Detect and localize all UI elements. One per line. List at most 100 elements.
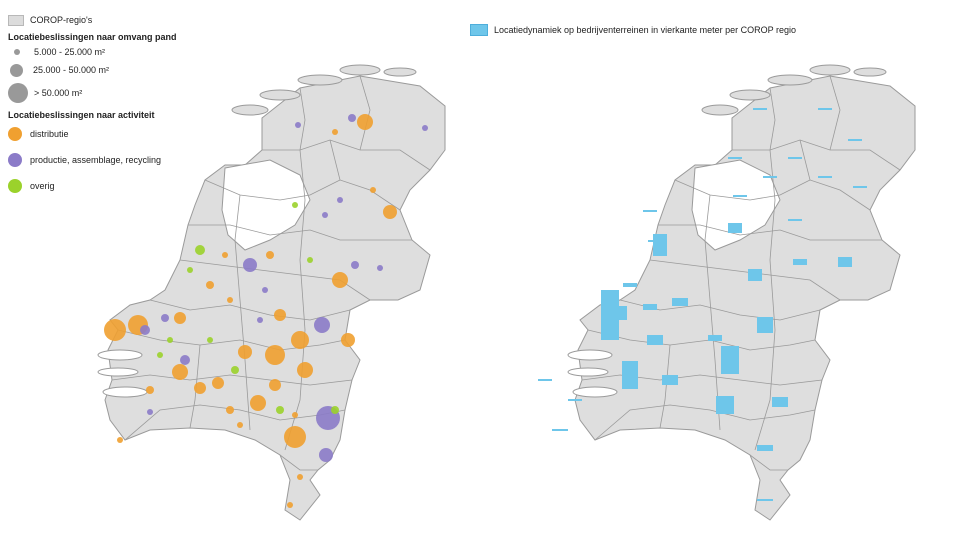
left-ijsselmeer <box>221 159 311 251</box>
distributie-circle <box>332 129 338 135</box>
distributie-circle <box>227 297 233 303</box>
distributie-circle <box>174 312 186 324</box>
left-corop-border <box>117 329 346 351</box>
distributie-circle-icon <box>8 127 22 141</box>
overig-circle <box>307 257 313 263</box>
legend-right: Locatiedynamiek op bedrijventerreinen in… <box>470 24 796 36</box>
overig-circle-icon <box>8 179 22 193</box>
distributie-circle <box>104 319 126 341</box>
productie-circle <box>351 261 359 269</box>
region-bar <box>788 157 802 159</box>
productie-circle <box>140 325 150 335</box>
right-corop-border <box>829 75 841 151</box>
region-bar <box>848 139 862 141</box>
distributie-circle <box>266 251 274 259</box>
overig-circle <box>207 337 213 343</box>
distributie-circle <box>370 187 376 193</box>
distributie-circle <box>274 309 286 321</box>
region-bar <box>772 397 788 407</box>
legend-activity-overig: overig <box>8 174 177 198</box>
legend-size-medium: 25.000 - 50.000 m² <box>8 60 177 80</box>
size-large-circle-icon <box>8 83 28 103</box>
bar-swatch <box>470 24 488 36</box>
size-small-circle-icon <box>14 49 20 55</box>
region-bar <box>818 176 832 178</box>
distributie-circle <box>222 252 228 258</box>
left-map <box>97 64 446 521</box>
region-bar <box>757 445 773 451</box>
overig-circle <box>157 352 163 358</box>
productie-circle <box>337 197 343 203</box>
region-bar <box>763 176 777 178</box>
productie-circle <box>348 114 356 122</box>
distributie-circle <box>238 345 252 359</box>
distributie-circle <box>250 395 266 411</box>
legend-size-large: > 50.000 m² <box>8 80 177 106</box>
region-bar <box>753 108 767 110</box>
distributie-circle <box>269 379 281 391</box>
region-bar <box>538 379 552 381</box>
legend-left: COROP-regio's Locatiebeslissingen naar o… <box>8 12 177 198</box>
overig-circle <box>167 337 173 343</box>
left-corop-border <box>188 224 412 241</box>
right-corop-border <box>769 87 776 151</box>
right-corop-border <box>704 194 721 431</box>
left-wadden-island <box>259 89 301 101</box>
legend-activity-productie: productie, assemblage, recycling <box>8 146 177 174</box>
productie-circle <box>147 409 153 415</box>
right-wadden-island <box>701 104 739 116</box>
region-bar <box>568 399 582 401</box>
distributie-circle <box>265 345 285 365</box>
region-bar <box>788 219 802 221</box>
productie-circle-icon <box>8 153 22 167</box>
distributie-circle <box>117 437 123 443</box>
distributie-circle <box>237 422 243 428</box>
right-corop-border <box>674 179 811 201</box>
overig-circle <box>331 406 339 414</box>
left-corop-border <box>149 299 351 321</box>
activity-productie-label: productie, assemblage, recycling <box>30 155 162 165</box>
right-wadden-island <box>729 89 771 101</box>
productie-circle <box>377 265 383 271</box>
left-corop-border <box>262 139 431 171</box>
region-bar <box>818 108 832 110</box>
left-wadden-island <box>297 74 343 86</box>
region-bar <box>853 186 867 188</box>
productie-circle <box>295 122 301 128</box>
distributie-circle <box>206 281 214 289</box>
size-large-label: > 50.000 m² <box>34 88 83 98</box>
distributie-circle <box>383 205 397 219</box>
region-bar <box>552 429 568 431</box>
distributie-circle <box>341 333 355 347</box>
left-corop-border <box>204 179 341 201</box>
productie-circle <box>257 317 263 323</box>
productie-circle <box>422 125 428 131</box>
right-corop-border <box>659 344 671 429</box>
right-corop-border <box>658 224 882 241</box>
left-wadden-island <box>339 64 381 76</box>
region-bar <box>643 304 657 310</box>
size-medium-circle-icon <box>10 63 23 77</box>
activity-distributie-label: distributie <box>30 129 69 139</box>
corop-swatch <box>8 14 24 26</box>
right-corop-border <box>732 139 901 171</box>
legend-corop: COROP-regio's <box>8 12 177 28</box>
overig-circle <box>195 245 205 255</box>
distributie-circle <box>226 406 234 414</box>
region-bar <box>838 257 852 267</box>
region-bar <box>728 157 742 159</box>
legend-corop-label: COROP-regio's <box>30 15 93 25</box>
distributie-circle <box>357 114 373 130</box>
distributie-circle <box>297 474 303 480</box>
region-bar <box>757 499 773 501</box>
overig-circle <box>276 406 284 414</box>
right-netherlands-outline <box>574 75 916 521</box>
region-bar <box>647 335 663 345</box>
distributie-circle <box>291 331 309 349</box>
distributie-circle <box>332 272 348 288</box>
region-bar <box>757 317 773 333</box>
legend-size-title: Locatiebeslissingen naar omvang pand <box>8 32 177 42</box>
right-map <box>538 64 916 521</box>
legend-activity-title: Locatiebeslissingen naar activiteit <box>8 110 155 120</box>
region-bar <box>728 223 742 233</box>
